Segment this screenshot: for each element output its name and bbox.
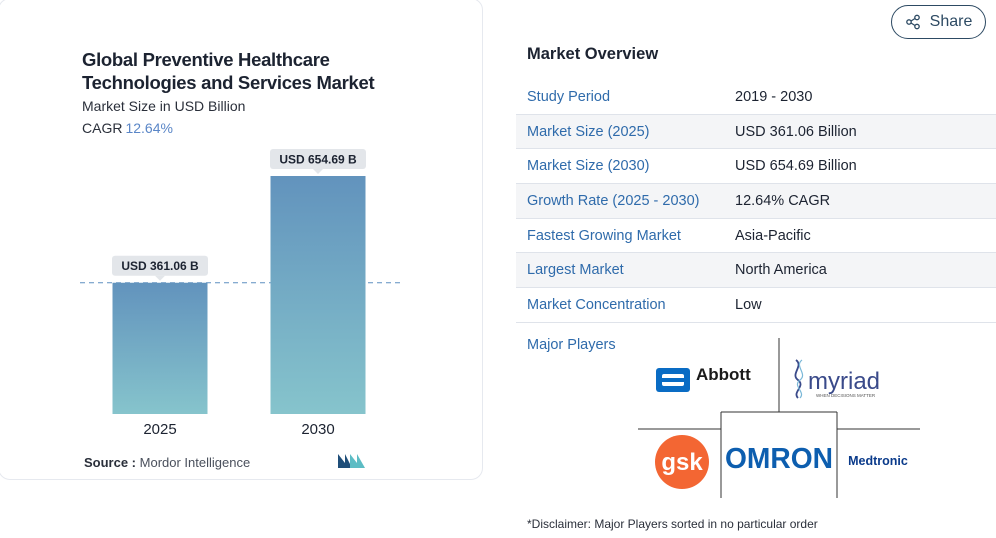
data-label-bg (112, 255, 208, 276)
chart-source: Source : Mordor Intelligence (84, 455, 250, 470)
row-value: Low (735, 296, 762, 313)
share-icon (905, 14, 920, 30)
row-key[interactable]: Study Period (527, 88, 611, 105)
player-gsk: gsk (661, 449, 703, 476)
overview-row-size-2030: Market Size (2030) USD 654.69 Billion (516, 149, 996, 185)
overview-row-concentration: Market Concentration Low (516, 288, 996, 323)
mordor-logo-icon (338, 454, 365, 468)
row-key[interactable]: Largest Market (527, 262, 624, 279)
myriad-helix-icon (794, 359, 802, 399)
category-label: 2025 (143, 421, 176, 438)
row-key[interactable]: Growth Rate (2025 - 2030) (527, 192, 700, 209)
share-button[interactable]: Share (891, 5, 986, 39)
overview-row-fastest-growing: Fastest Growing Market Asia-Pacific (516, 219, 996, 254)
data-label-pointer (313, 169, 323, 174)
chart-title: Global Preventive Healthcare Technologie… (82, 49, 375, 93)
source-value: Mordor Intelligence (139, 455, 251, 470)
source-label: Source : (84, 455, 137, 470)
major-players-grid: Abbott myriad WHEN DECISIONS MATTER gsk … (638, 338, 920, 498)
player-omron: OMRON (725, 443, 833, 475)
player-abbott: Abbott (696, 365, 751, 384)
row-value: North America (735, 262, 827, 279)
row-key[interactable]: Market Size (2030) (527, 158, 650, 175)
overview-row-study-period: Study Period 2019 - 2030 (516, 80, 996, 115)
row-value: 2019 - 2030 (735, 88, 813, 105)
myriad-tagline: WHEN DECISIONS MATTER (816, 393, 876, 398)
bar-2025 (112, 282, 208, 414)
data-label-bg (270, 149, 366, 169)
row-key[interactable]: Market Size (2025) (527, 123, 650, 140)
cagr-value: 12.64% (125, 120, 173, 136)
gsk-icon (655, 435, 709, 489)
myriad-logo: myriad WHEN DECISIONS MATTER (794, 359, 880, 399)
row-value: Asia-Pacific (735, 227, 811, 244)
bar-chart: USD 361.06 B 2025 USD 654.69 B 2030 (80, 149, 400, 438)
row-value: USD 654.69 Billion (735, 158, 857, 175)
cagr-label: CAGR (82, 120, 123, 136)
gsk-logo: gsk (655, 435, 709, 489)
major-players-label[interactable]: Major Players (527, 337, 616, 353)
disclaimer: *Disclaimer: Major Players sorted in no … (527, 517, 818, 531)
overview-table: Study Period 2019 - 2030 Market Size (202… (516, 80, 996, 323)
row-value: 12.64% CAGR (735, 192, 831, 209)
chart-subtitle: Market Size in USD Billion (82, 98, 246, 114)
row-value: USD 361.06 Billion (735, 123, 857, 140)
abbott-logo: Abbott (656, 365, 751, 392)
data-label-pointer (155, 275, 165, 281)
data-label: USD 654.69 B (279, 153, 357, 167)
share-label: Share (929, 13, 973, 30)
data-label: USD 361.06 B (121, 259, 199, 273)
chart-cagr: CAGR 12.64% (82, 120, 173, 136)
row-key[interactable]: Fastest Growing Market (527, 227, 681, 244)
overview-title: Market Overview (527, 45, 659, 63)
chart-card (0, 0, 483, 480)
category-label: 2030 (301, 421, 334, 438)
bar-2030 (270, 176, 366, 414)
overview-row-largest-market: Largest Market North America (516, 253, 996, 289)
row-key[interactable]: Market Concentration (527, 296, 666, 313)
overview-row-size-2025: Market Size (2025) USD 361.06 Billion (516, 114, 996, 150)
overview-row-growth-rate: Growth Rate (2025 - 2030) 12.64% CAGR (516, 184, 996, 219)
player-medtronic: Medtronic (848, 454, 908, 468)
player-myriad: myriad (808, 368, 880, 395)
